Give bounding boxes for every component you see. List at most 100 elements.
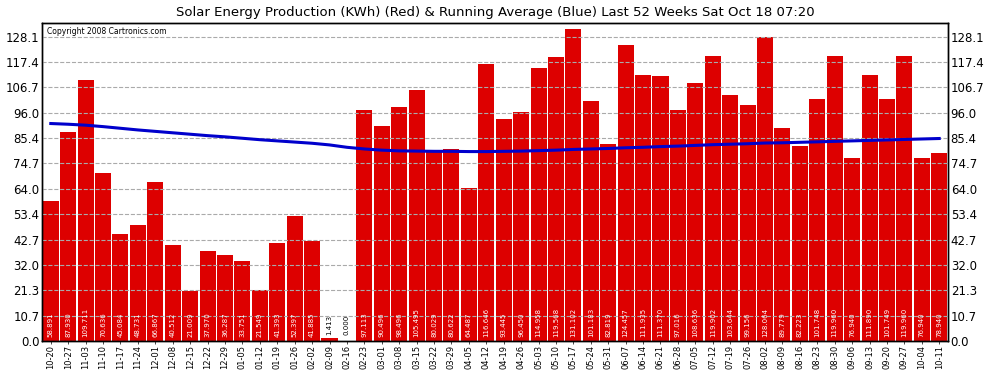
Text: 80.029: 80.029 bbox=[431, 313, 437, 338]
Bar bbox=[95, 173, 111, 341]
Text: 82.819: 82.819 bbox=[605, 313, 611, 338]
Bar bbox=[130, 225, 146, 341]
Bar bbox=[391, 107, 407, 341]
Text: 76.940: 76.940 bbox=[849, 313, 855, 338]
Bar bbox=[461, 188, 477, 341]
Bar bbox=[722, 94, 739, 341]
Text: 76.940: 76.940 bbox=[919, 313, 925, 338]
Text: 101.749: 101.749 bbox=[884, 308, 890, 338]
Text: 82.223: 82.223 bbox=[797, 313, 803, 338]
Bar bbox=[496, 119, 512, 341]
Text: 124.457: 124.457 bbox=[623, 309, 629, 338]
Text: 103.644: 103.644 bbox=[728, 309, 734, 338]
Bar bbox=[251, 290, 268, 341]
Bar bbox=[444, 149, 459, 341]
Text: 101.183: 101.183 bbox=[588, 308, 594, 338]
Text: 66.867: 66.867 bbox=[152, 313, 158, 338]
Text: 87.930: 87.930 bbox=[65, 313, 71, 338]
Text: 128.064: 128.064 bbox=[762, 309, 768, 338]
Bar bbox=[547, 57, 564, 341]
Text: 0.000: 0.000 bbox=[344, 315, 349, 335]
Bar bbox=[513, 112, 529, 341]
Bar bbox=[652, 76, 668, 341]
Text: 41.393: 41.393 bbox=[274, 313, 280, 338]
Bar bbox=[565, 29, 581, 341]
Bar bbox=[844, 158, 860, 341]
Text: 131.102: 131.102 bbox=[570, 308, 576, 338]
Bar bbox=[269, 243, 285, 341]
Text: 119.960: 119.960 bbox=[901, 308, 908, 338]
Text: 21.009: 21.009 bbox=[187, 313, 193, 338]
Text: 1.413: 1.413 bbox=[327, 315, 333, 335]
Text: 114.958: 114.958 bbox=[536, 309, 542, 338]
Bar bbox=[164, 245, 181, 341]
Text: 36.287: 36.287 bbox=[222, 313, 228, 338]
Text: 37.970: 37.970 bbox=[205, 313, 211, 338]
Text: 93.445: 93.445 bbox=[501, 313, 507, 338]
Text: 97.016: 97.016 bbox=[675, 313, 681, 338]
Bar bbox=[809, 99, 826, 341]
Text: 98.496: 98.496 bbox=[396, 313, 402, 338]
Text: 109.711: 109.711 bbox=[82, 308, 89, 338]
Bar bbox=[356, 110, 372, 341]
Bar bbox=[77, 80, 94, 341]
Bar bbox=[148, 182, 163, 341]
Text: 45.084: 45.084 bbox=[118, 313, 124, 338]
Bar bbox=[618, 45, 634, 341]
Bar bbox=[932, 153, 947, 341]
Text: 21.549: 21.549 bbox=[256, 313, 262, 338]
Text: 64.487: 64.487 bbox=[466, 313, 472, 338]
Bar bbox=[113, 234, 129, 341]
Bar bbox=[635, 75, 651, 341]
Bar bbox=[757, 37, 773, 341]
Bar bbox=[774, 128, 790, 341]
Text: 70.636: 70.636 bbox=[100, 313, 106, 338]
Text: 52.397: 52.397 bbox=[292, 313, 298, 338]
Bar bbox=[287, 216, 303, 341]
Bar bbox=[374, 126, 390, 341]
Bar bbox=[600, 144, 616, 341]
Text: 111.935: 111.935 bbox=[641, 308, 646, 338]
Bar bbox=[896, 56, 913, 341]
Text: 116.646: 116.646 bbox=[483, 308, 489, 338]
Text: 41.885: 41.885 bbox=[309, 313, 315, 338]
Bar bbox=[861, 75, 877, 341]
Text: 80.622: 80.622 bbox=[448, 313, 454, 338]
Text: 111.890: 111.890 bbox=[866, 308, 872, 338]
Bar bbox=[43, 201, 58, 341]
Bar bbox=[687, 83, 703, 341]
Bar bbox=[322, 338, 338, 341]
Text: 105.495: 105.495 bbox=[414, 309, 420, 338]
Bar bbox=[740, 105, 755, 341]
Text: 90.496: 90.496 bbox=[379, 313, 385, 338]
Bar bbox=[827, 56, 842, 341]
Bar bbox=[531, 68, 546, 341]
Text: 58.891: 58.891 bbox=[48, 313, 53, 338]
Text: 96.450: 96.450 bbox=[518, 313, 524, 338]
Text: 89.779: 89.779 bbox=[779, 313, 785, 338]
Text: 111.370: 111.370 bbox=[657, 308, 663, 338]
Title: Solar Energy Production (KWh) (Red) & Running Average (Blue) Last 52 Weeks Sat O: Solar Energy Production (KWh) (Red) & Ru… bbox=[175, 6, 815, 18]
Text: Copyright 2008 Cartronics.com: Copyright 2008 Cartronics.com bbox=[47, 27, 166, 36]
Text: 99.156: 99.156 bbox=[744, 313, 750, 338]
Text: 78.940: 78.940 bbox=[937, 313, 942, 338]
Text: 101.748: 101.748 bbox=[814, 308, 821, 338]
Text: 119.568: 119.568 bbox=[553, 308, 559, 338]
Bar bbox=[478, 64, 494, 341]
Text: 48.731: 48.731 bbox=[135, 313, 141, 338]
Bar bbox=[426, 151, 443, 341]
Text: 40.512: 40.512 bbox=[169, 313, 176, 338]
Bar bbox=[705, 56, 721, 341]
Bar bbox=[792, 146, 808, 341]
Bar bbox=[670, 110, 686, 341]
Text: 119.902: 119.902 bbox=[710, 308, 716, 338]
Bar bbox=[200, 251, 216, 341]
Bar bbox=[235, 261, 250, 341]
Bar bbox=[914, 158, 930, 341]
Bar bbox=[879, 99, 895, 341]
Bar bbox=[217, 255, 233, 341]
Text: 33.751: 33.751 bbox=[240, 313, 246, 338]
Bar bbox=[583, 100, 599, 341]
Text: 119.960: 119.960 bbox=[832, 308, 838, 338]
Bar bbox=[182, 291, 198, 341]
